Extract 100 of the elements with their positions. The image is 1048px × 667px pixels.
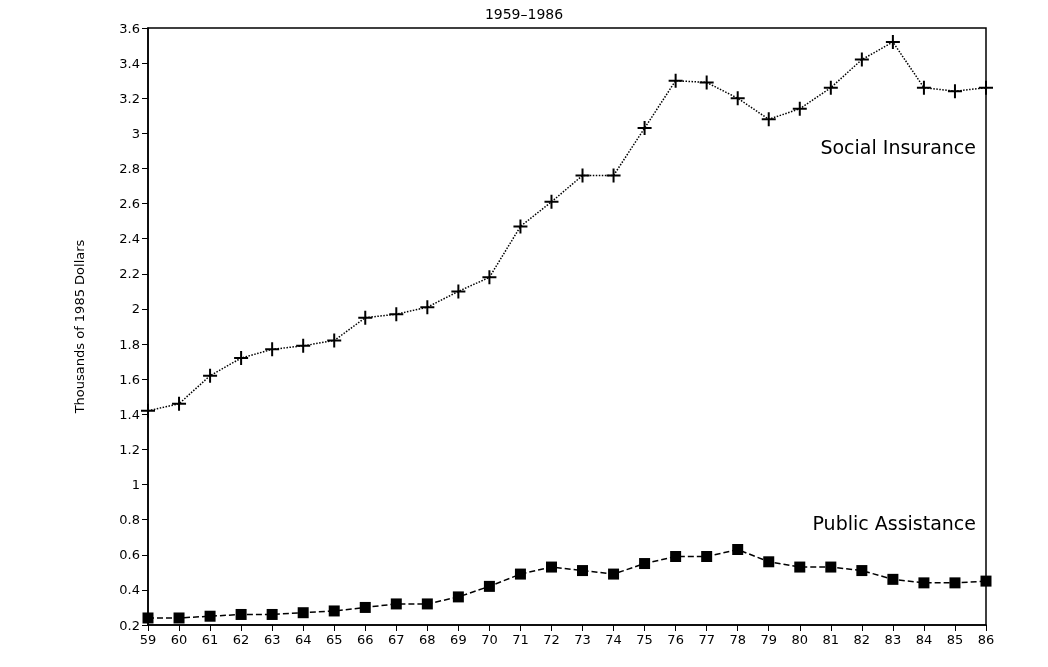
point (698, 74, 715, 91)
point (512, 218, 529, 235)
point (822, 79, 839, 96)
point (667, 72, 684, 89)
point (794, 561, 806, 573)
y-tick-label: 3.6 (119, 20, 140, 36)
y-tick-label: 2.2 (119, 266, 140, 282)
point (577, 565, 589, 577)
x-tick-label: 63 (263, 632, 281, 647)
x-tick-label: 74 (605, 632, 622, 647)
point (949, 577, 961, 589)
point (388, 306, 405, 323)
x-tick-label: 66 (356, 632, 374, 647)
point (483, 580, 495, 592)
y-tick-label: 3.4 (119, 55, 140, 71)
point (235, 608, 247, 620)
y-tick-label: 1.4 (119, 406, 140, 422)
point (825, 561, 837, 573)
x-tick-label: 59 (139, 632, 157, 647)
point (171, 395, 188, 412)
point (729, 90, 746, 107)
point (884, 34, 901, 51)
point (173, 612, 185, 624)
x-tick-label: 76 (667, 632, 684, 647)
point (421, 598, 433, 610)
y-tick-label: 1.8 (119, 336, 140, 352)
point (856, 565, 868, 577)
point (760, 111, 777, 128)
x-tick-label: 81 (822, 632, 840, 647)
point (636, 120, 653, 137)
point (452, 591, 464, 603)
point (915, 79, 932, 96)
y-tick-label: 0.4 (119, 582, 140, 598)
x-tick-label: 71 (512, 632, 529, 647)
y-tick-label: 3.2 (119, 90, 140, 106)
x-tick-label: 85 (946, 632, 964, 647)
x-tick-label: 72 (543, 632, 560, 647)
x-tick-label: 73 (574, 632, 591, 647)
y-tick-label: 2.6 (119, 196, 140, 212)
point (791, 100, 808, 117)
point (326, 332, 343, 349)
x-tick-label: 65 (325, 632, 343, 647)
x-tick-label: 77 (698, 632, 715, 647)
x-tick-label: 84 (915, 632, 933, 647)
y-tick-label: 3 (131, 125, 140, 141)
point (978, 79, 994, 96)
point (357, 309, 374, 326)
x-tick-label: 75 (636, 632, 653, 647)
point (264, 341, 281, 358)
y-tick-label: 2.4 (119, 231, 140, 247)
y-tick-label: 0.6 (119, 547, 140, 563)
point (328, 605, 340, 617)
point (763, 556, 775, 568)
y-axis-title: Thousands of 1985 Dollars (72, 239, 87, 415)
point (639, 558, 651, 570)
point (359, 601, 371, 613)
point (514, 568, 526, 580)
x-tick-label: 70 (481, 632, 498, 647)
point (295, 337, 312, 354)
point (980, 575, 992, 587)
point (266, 608, 278, 620)
y-tick-label: 2.8 (119, 160, 140, 176)
x-tick-label: 62 (232, 632, 250, 647)
point (204, 610, 216, 622)
x-tick-label: 68 (419, 632, 436, 647)
x-tick-label: 82 (853, 632, 871, 647)
point (574, 167, 591, 184)
point (297, 607, 309, 619)
y-tick-label: 0.8 (119, 512, 140, 528)
series-label: Public Assistance (812, 512, 976, 535)
point (543, 193, 560, 210)
x-tick-label: 64 (294, 632, 312, 647)
x-tick-label: 78 (729, 632, 746, 647)
x-tick-label: 60 (170, 632, 188, 647)
x-tick-label: 79 (760, 632, 778, 647)
x-tick-label: 83 (884, 632, 902, 647)
y-tick-label: 1.2 (119, 441, 140, 457)
point (390, 598, 402, 610)
point (853, 51, 870, 68)
y-tick-label: 0.2 (119, 617, 140, 633)
x-tick-label: 67 (388, 632, 405, 647)
y-tick-label: 1 (131, 477, 140, 493)
point (918, 577, 930, 589)
chart-title: 1959–1986 (484, 6, 564, 22)
point (140, 402, 156, 419)
y-tick-label: 1.6 (119, 371, 140, 387)
x-tick-label: 86 (977, 632, 995, 647)
x-tick-label: 61 (201, 632, 219, 647)
point (481, 269, 498, 286)
point (670, 551, 682, 563)
point (946, 83, 963, 100)
point (887, 573, 899, 585)
point (233, 350, 250, 367)
point (701, 551, 713, 563)
point (605, 167, 622, 184)
y-tick-label: 2 (131, 301, 140, 317)
series-label: Social Insurance (820, 135, 976, 158)
point (545, 561, 557, 573)
point (419, 299, 436, 316)
point (202, 367, 219, 384)
